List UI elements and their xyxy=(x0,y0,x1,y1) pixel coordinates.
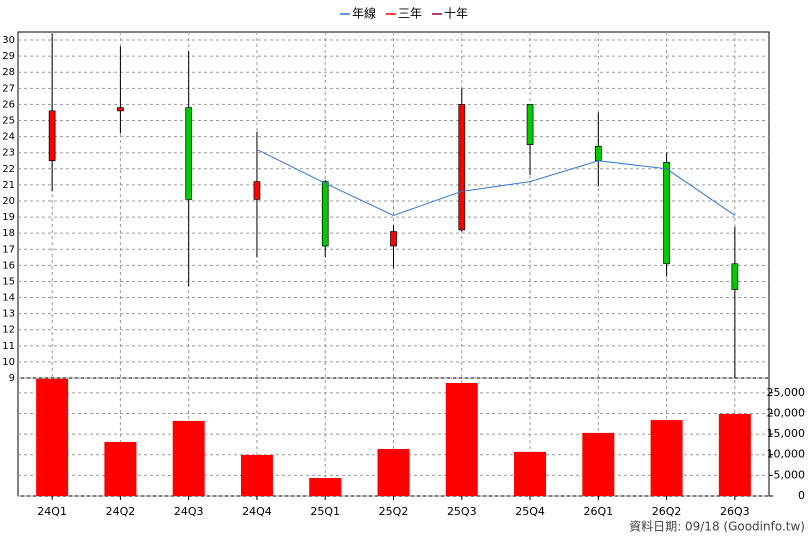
volume-bar xyxy=(718,413,751,496)
legend-label: 年線 xyxy=(352,6,376,21)
volume-bar xyxy=(650,420,683,496)
y-tick-label: 23 xyxy=(2,148,15,159)
volume-bar xyxy=(377,448,410,496)
y-tick-label: 14 xyxy=(2,293,15,304)
x-tick-label: 25Q4 xyxy=(515,505,545,518)
volume-bar xyxy=(104,441,137,496)
y2-tick-label: 10,000 xyxy=(767,448,806,461)
x-tick-label: 26Q2 xyxy=(652,505,682,518)
y-tick-label: 9 xyxy=(9,373,15,384)
volume-bar xyxy=(240,454,273,496)
y-tick-label: 11 xyxy=(2,341,15,352)
candle-body xyxy=(185,107,193,200)
y-tick-label: 26 xyxy=(2,99,15,110)
x-tick-label: 25Q3 xyxy=(447,505,477,518)
y2-tick-label: 15,000 xyxy=(767,427,806,440)
x-tick-label: 25Q2 xyxy=(379,505,409,518)
volume-bar xyxy=(309,477,342,496)
y-tick-label: 17 xyxy=(2,244,15,255)
candle-body xyxy=(48,110,56,162)
candle-body xyxy=(253,181,261,200)
candle-body xyxy=(321,181,329,247)
candle-body xyxy=(117,107,124,112)
y-tick-label: 30 xyxy=(2,35,15,46)
candle-body xyxy=(594,145,602,162)
y-tick-label: 27 xyxy=(2,83,15,94)
volume-bar xyxy=(172,420,205,496)
source-note: 資料日期: 09/18 (Goodinfo.tw) xyxy=(629,520,805,534)
y2-tick-label: 20,000 xyxy=(767,406,806,419)
y-tick-label: 22 xyxy=(2,164,15,175)
candle-body xyxy=(526,104,534,146)
volume-bar xyxy=(582,432,615,496)
x-tick-label: 24Q4 xyxy=(242,505,272,518)
candle-body xyxy=(731,263,739,290)
x-tick-label: 26Q1 xyxy=(583,505,613,518)
candle-body xyxy=(390,231,397,247)
y-tick-label: 29 xyxy=(2,51,15,62)
y-tick-label: 24 xyxy=(2,132,15,143)
x-tick-label: 24Q1 xyxy=(37,505,67,518)
y-tick-label: 20 xyxy=(2,196,15,207)
y2-tick-label: 5,000 xyxy=(774,468,806,481)
y-tick-label: 25 xyxy=(2,116,15,127)
y-tick-label: 12 xyxy=(2,325,15,336)
candle-body xyxy=(663,162,670,265)
line-series xyxy=(256,149,736,216)
volume-bar xyxy=(514,451,547,496)
candle-body xyxy=(458,104,466,231)
volume-bar xyxy=(36,378,69,496)
y-tick-label: 15 xyxy=(2,276,15,287)
volume-bar xyxy=(445,382,478,496)
y-tick-label: 10 xyxy=(2,357,15,368)
y-tick-label: 13 xyxy=(2,309,15,320)
x-tick-label: 24Q2 xyxy=(106,505,136,518)
y-tick-label: 16 xyxy=(2,260,15,271)
y-tick-label: 21 xyxy=(2,180,15,191)
x-tick-label: 24Q3 xyxy=(174,505,204,518)
y2-tick-label: 0 xyxy=(798,489,805,502)
x-tick-label: 26Q3 xyxy=(720,505,750,518)
legend-label: 十年 xyxy=(444,7,468,21)
y-tick-label: 19 xyxy=(2,212,15,223)
y-tick-label: 28 xyxy=(2,67,15,78)
legend-label: 三年 xyxy=(398,7,422,21)
y2-tick-label: 25,000 xyxy=(767,386,806,399)
y-tick-label: 18 xyxy=(2,228,15,239)
x-tick-label: 25Q1 xyxy=(310,505,340,518)
